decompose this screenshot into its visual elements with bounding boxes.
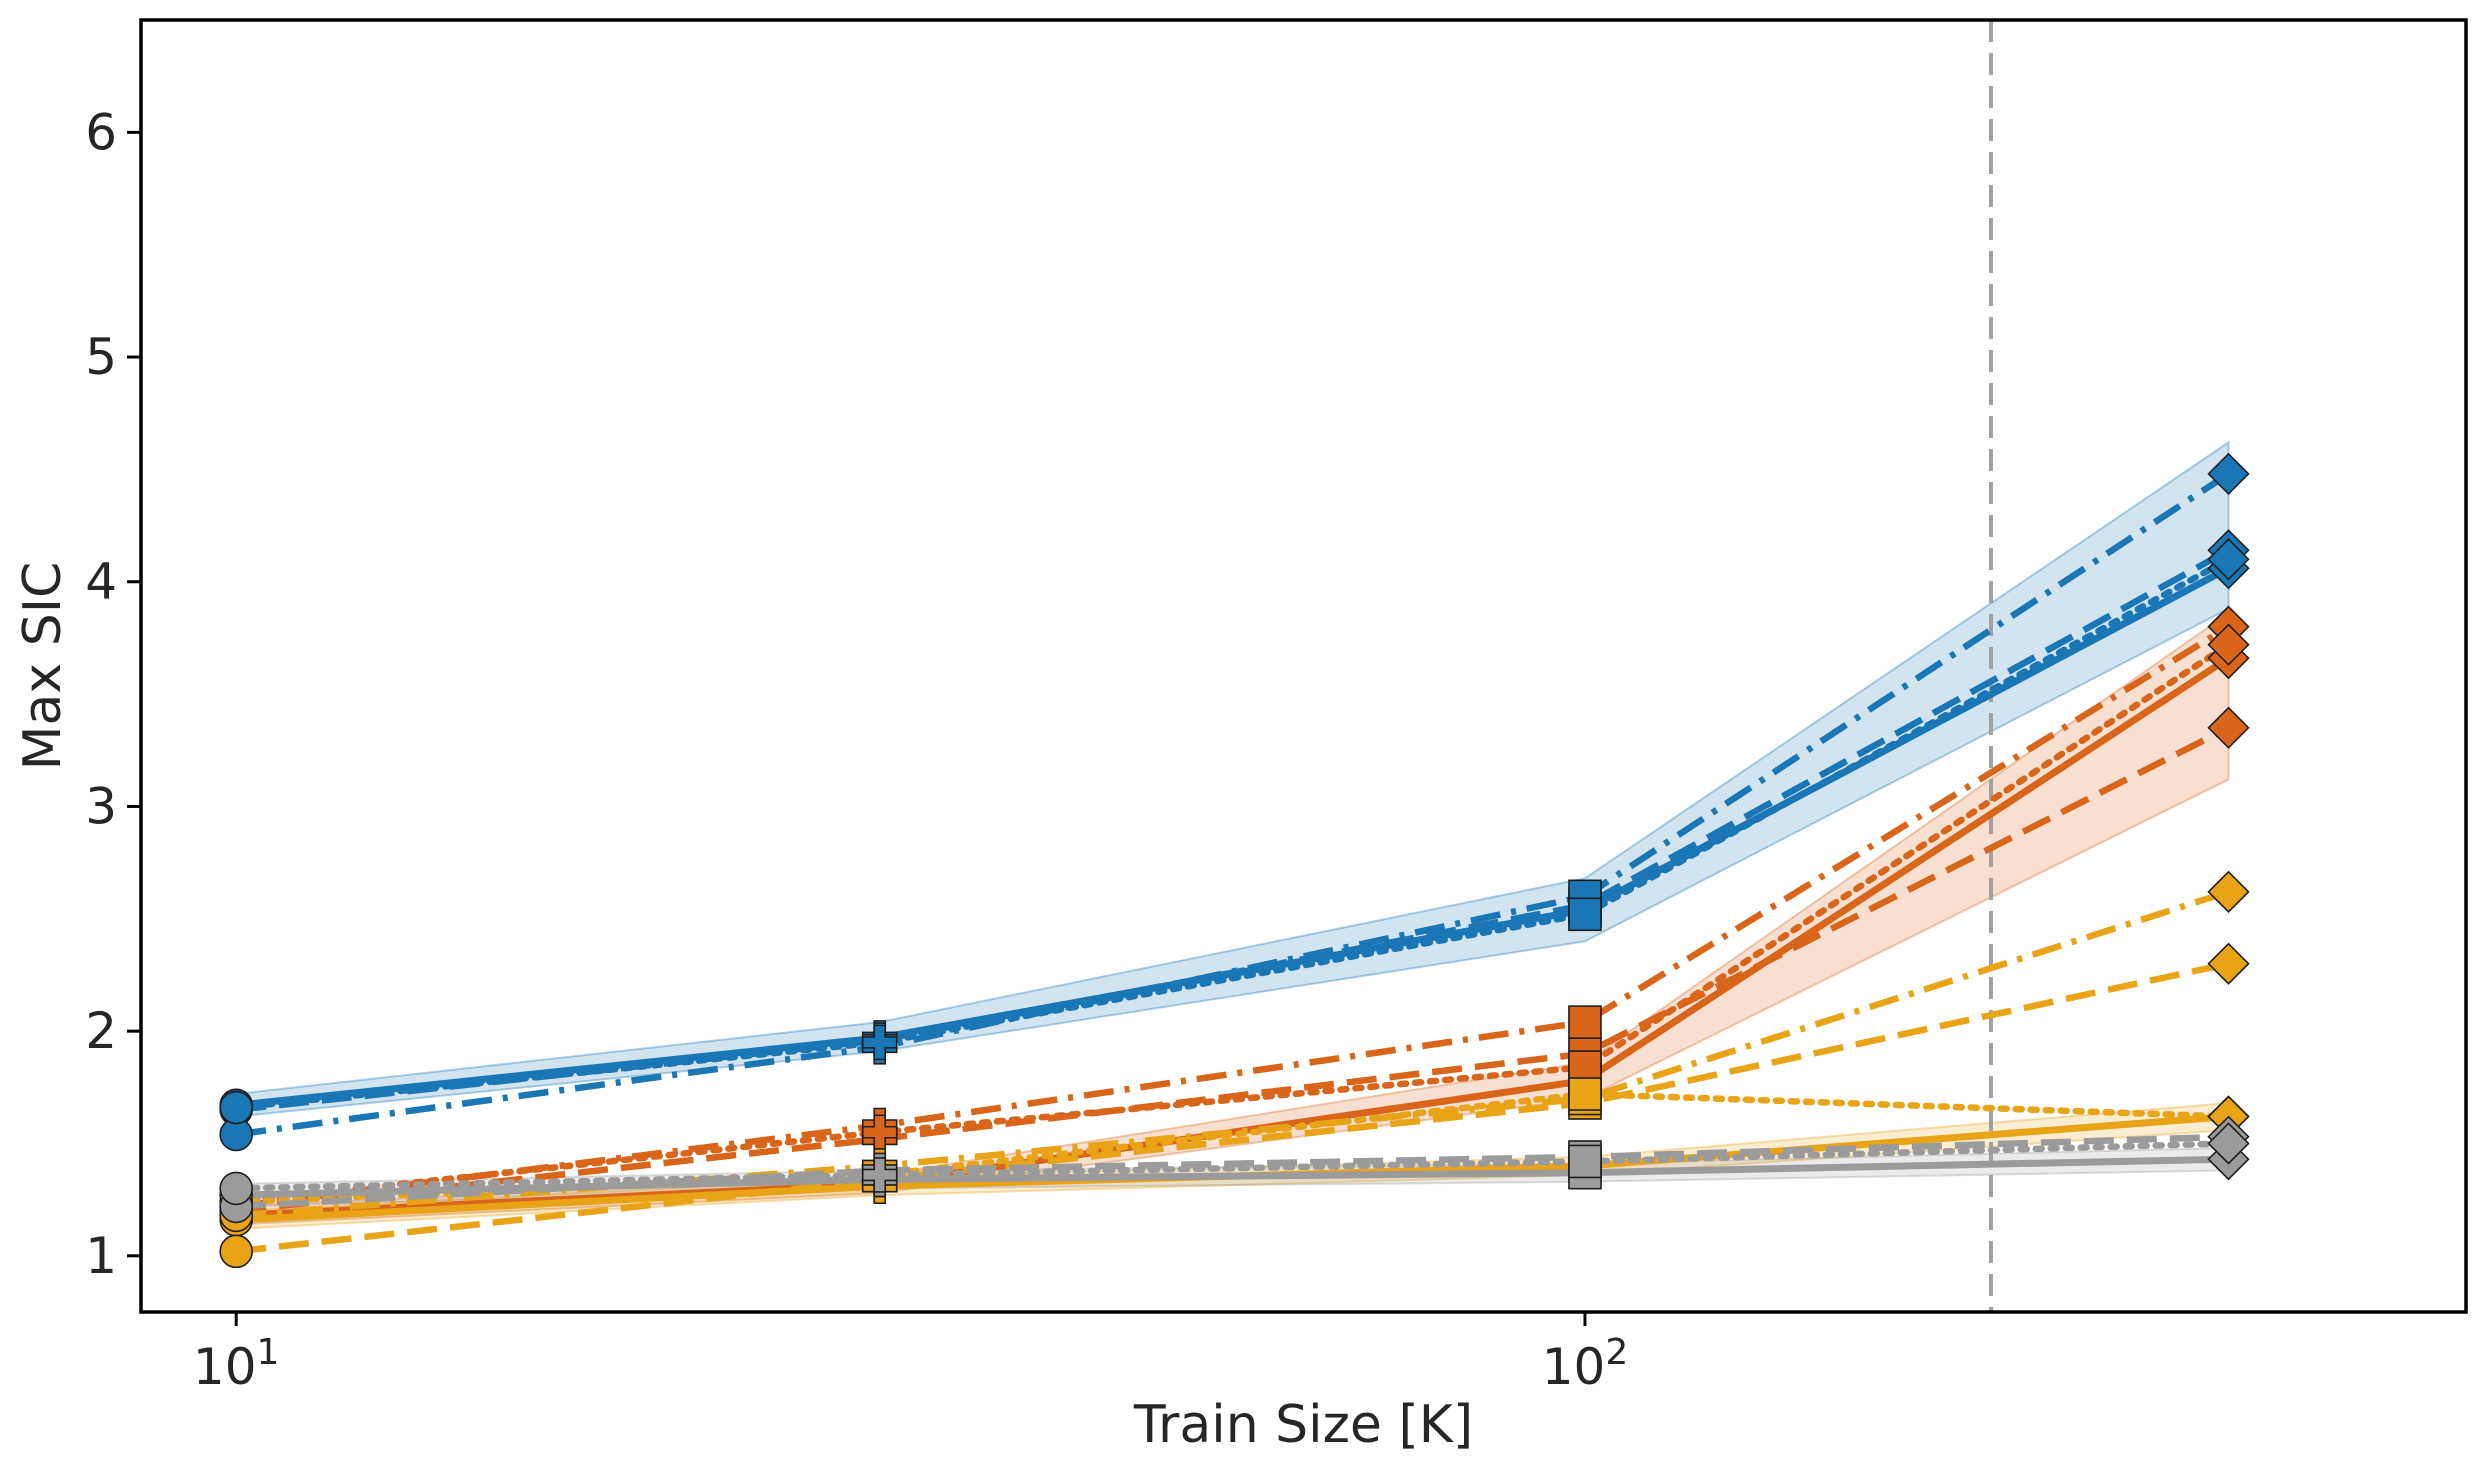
- series-line-14: [236, 1133, 2229, 1210]
- series-line-3: [235, 471, 2231, 1138]
- series-line-6: [235, 724, 2230, 1215]
- marker-s3-p4: [2207, 452, 2250, 496]
- y-tick-label-4: 4: [85, 553, 117, 611]
- marker-s15-p4: [2207, 1122, 2250, 1165]
- series-line-7: [235, 623, 2231, 1210]
- marker-s15-p1: [219, 1171, 253, 1206]
- marker-s8-p4: [2207, 623, 2250, 666]
- marker-s10-p1: [219, 1234, 253, 1269]
- y-tick-label-1: 1: [85, 1227, 117, 1285]
- marker-s15-p3: [1568, 1144, 1602, 1179]
- x-axis-title: Train Size [K]: [1133, 1395, 1473, 1455]
- series-line-4: [232, 556, 2232, 1111]
- series-markers: [219, 452, 2250, 1269]
- series-lines: [232, 471, 2232, 1255]
- marker-s6-p4: [2207, 706, 2250, 749]
- series-line-15: [232, 1140, 2232, 1192]
- plot-frame: [139, 18, 2468, 1314]
- y-axis-title: Max SIC: [13, 562, 73, 771]
- y-tick-label-6: 6: [85, 103, 117, 161]
- y-tick-label-5: 5: [85, 328, 117, 386]
- series-line-10: [235, 960, 2230, 1255]
- series-line-8: [232, 641, 2232, 1206]
- marker-s15-p2: [861, 1157, 898, 1193]
- marker-s4-p3: [1568, 897, 1602, 932]
- marker-s10-p4: [2207, 942, 2250, 985]
- x-tick-label-1: 101: [193, 1332, 280, 1396]
- x-tick-label-2: 102: [1542, 1332, 1629, 1396]
- marker-s7-p3: [1568, 1005, 1602, 1039]
- y-tick-label-3: 3: [85, 777, 117, 835]
- marker-s4-p4: [2207, 538, 2250, 581]
- marker-s12-p3: [1568, 1077, 1602, 1111]
- axes: 1 2 3 4 5 6 101 102: [85, 103, 1628, 1396]
- marker-s4-p1: [219, 1090, 253, 1125]
- marker-s11-p4: [2207, 870, 2250, 913]
- y-tick-label-2: 2: [85, 1002, 117, 1060]
- marker-s4-p2: [861, 1024, 898, 1061]
